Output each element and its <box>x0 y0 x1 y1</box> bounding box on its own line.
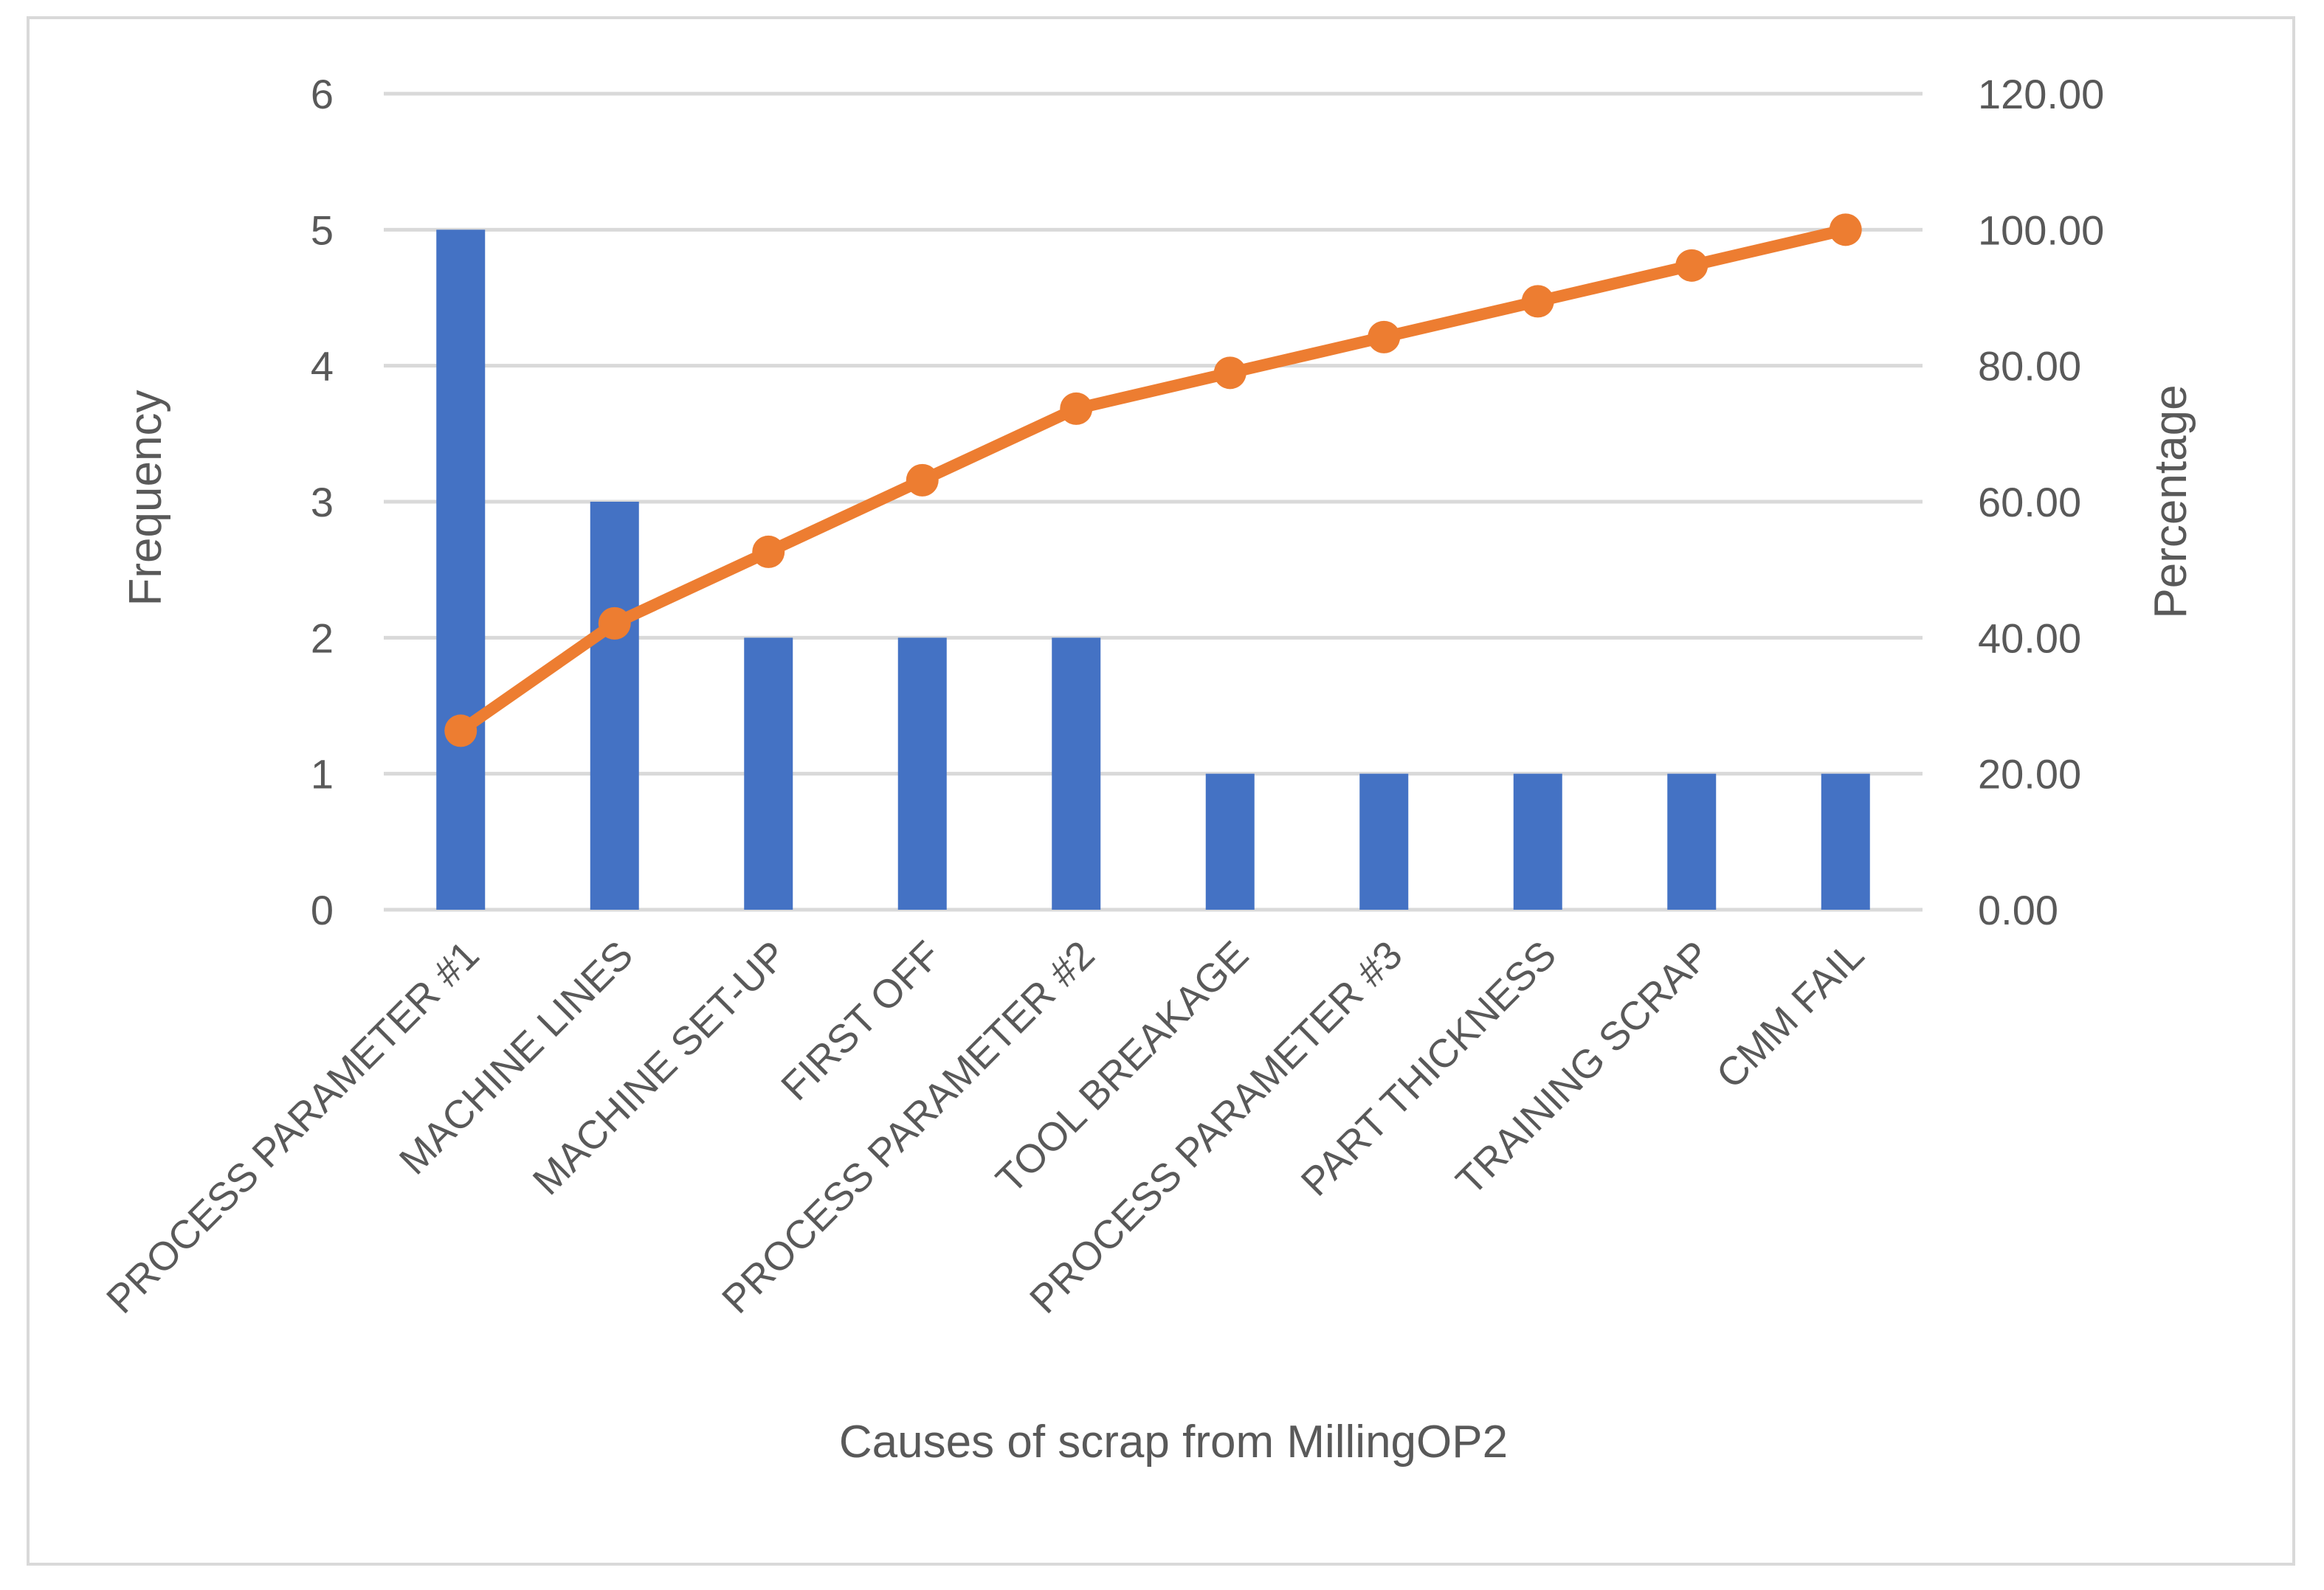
cumulative-line <box>455 224 1852 737</box>
bar <box>1667 773 1717 910</box>
y-tick-label: 6 <box>311 71 334 117</box>
line-point <box>906 463 939 497</box>
bar <box>1821 773 1870 910</box>
bar <box>1052 637 1101 910</box>
line-point <box>1829 213 1862 246</box>
line-point <box>1060 392 1093 425</box>
bar <box>744 637 793 910</box>
bar <box>1205 773 1255 910</box>
gridlines <box>384 91 1923 912</box>
line-point <box>1368 320 1401 353</box>
x-axis-title: Causes of scrap from MillingOP2 <box>839 1417 1508 1468</box>
y-tick-label: 4 <box>311 343 334 390</box>
bar <box>1513 773 1562 910</box>
y2-tick-label: 120.00 <box>1978 71 2104 117</box>
y2-tick-label: 80.00 <box>1978 343 2081 390</box>
line-point <box>752 535 785 568</box>
y2-tick-label: 0.00 <box>1978 887 2058 933</box>
line-point <box>1213 356 1247 390</box>
line-point <box>444 714 477 747</box>
line-point <box>1521 285 1554 318</box>
y-tick-label: 2 <box>311 615 334 661</box>
y-tick-label: 3 <box>311 479 334 525</box>
bar <box>1359 773 1409 910</box>
y2-axis-title: Percentage <box>2145 384 2196 618</box>
y2-tick-label: 40.00 <box>1978 615 2081 661</box>
y-tick-label: 5 <box>311 207 334 253</box>
y-tick-label: 0 <box>311 887 334 933</box>
bar <box>590 502 639 910</box>
line-point <box>598 606 631 640</box>
bar <box>897 637 947 910</box>
y-axis-title: Frequency <box>120 390 171 606</box>
y2-tick-label: 100.00 <box>1978 207 2104 253</box>
y2-tick-label: 60.00 <box>1978 479 2081 525</box>
y2-tick-label: 20.00 <box>1978 751 2081 798</box>
line-point <box>1675 249 1708 282</box>
bar-series <box>436 229 1870 910</box>
line-series <box>444 213 1862 747</box>
axis-ticks: 0 0.001 20.002 40.003 60.004 80.005 100.006 120… <box>311 71 2104 933</box>
chart-border <box>27 16 2295 1566</box>
y-tick-label: 1 <box>311 751 334 798</box>
bar <box>436 229 486 910</box>
